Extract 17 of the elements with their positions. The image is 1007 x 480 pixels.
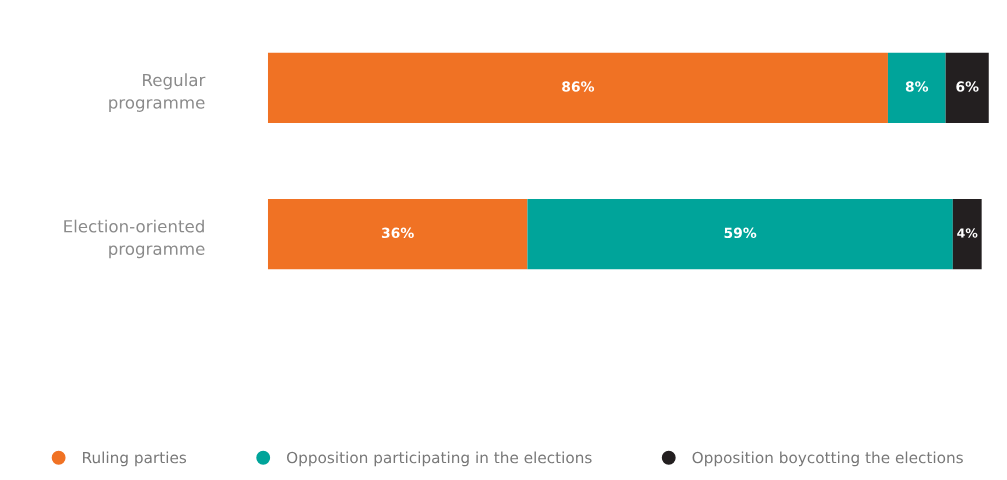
data-label: 4% — [957, 228, 978, 238]
bar — [887, 52, 946, 123]
bar — [952, 198, 982, 270]
bar — [267, 52, 888, 123]
y-tick-label: Regular programme — [109, 73, 206, 112]
bar — [267, 198, 528, 270]
legend-label: Opposition participating in the elections — [286, 451, 592, 467]
data-label: 36% — [381, 227, 414, 239]
data-label: 8% — [905, 81, 929, 92]
legend-label: Opposition boycotting the elections — [692, 451, 963, 467]
data-label: 86% — [562, 81, 595, 92]
data-label: 6% — [956, 81, 979, 92]
data-label: 59% — [724, 227, 757, 239]
bar — [945, 52, 989, 123]
y-tick-label: Election-oriented programme — [64, 219, 205, 259]
legend-label: Ruling parties — [83, 451, 187, 467]
bar — [527, 198, 953, 270]
